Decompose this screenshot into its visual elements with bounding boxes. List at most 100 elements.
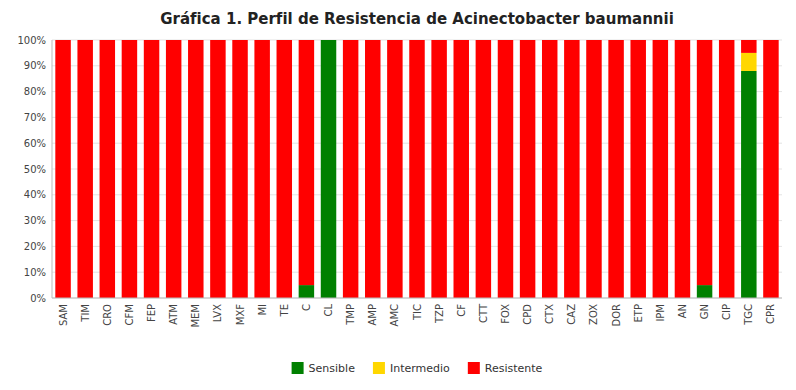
- y-tick-label: 100%: [17, 35, 46, 46]
- x-tick-label: CPR: [765, 304, 776, 324]
- x-tick-label: TIM: [80, 304, 91, 323]
- chart: Gráfica 1. Perfil de Resistencia de Acin…: [0, 0, 796, 390]
- legend-label: Sensible: [309, 362, 356, 375]
- bar-segment: [697, 40, 712, 285]
- legend-item: Sensible: [292, 362, 356, 375]
- x-tick-label: TE: [279, 304, 290, 317]
- x-tick-label: CF: [456, 304, 467, 317]
- x-tick-label: TZP: [434, 304, 445, 324]
- y-tick-label: 90%: [24, 60, 46, 71]
- bar-segment: [630, 40, 645, 298]
- bar-segment: [188, 40, 203, 298]
- bar-segment: [299, 285, 314, 298]
- legend-swatch: [373, 362, 385, 374]
- bar-segment: [321, 40, 336, 298]
- y-tick-label: 10%: [24, 267, 46, 278]
- legend-label: Intermedio: [390, 362, 450, 375]
- y-tick-label: 40%: [24, 189, 46, 200]
- bar-segment: [476, 40, 491, 298]
- x-axis-line: [52, 298, 782, 299]
- x-tick-label: MXF: [235, 304, 246, 325]
- x-tick-label: FEP: [146, 304, 157, 322]
- x-tick-label: TGC: [743, 304, 754, 326]
- x-tick-label: CFM: [124, 304, 135, 325]
- legend-swatch: [292, 362, 304, 374]
- bar-segment: [166, 40, 181, 298]
- bar-segment: [210, 40, 225, 298]
- bar-segment: [321, 40, 336, 41]
- bar-segment: [719, 40, 734, 298]
- x-tick-label: CL: [323, 304, 334, 317]
- x-tick-label: TIC: [412, 304, 423, 321]
- x-tick-label: ETP: [633, 304, 644, 322]
- x-tick-label: CTX: [544, 304, 555, 324]
- bar-segment: [277, 40, 292, 298]
- bar-segment: [454, 40, 469, 298]
- y-tick-label: 30%: [24, 215, 46, 226]
- y-tick-label: 70%: [24, 112, 46, 123]
- bar-segment: [520, 40, 535, 298]
- bar-segment: [741, 40, 756, 53]
- x-tick-label: AMP: [367, 304, 378, 326]
- bar-segment: [343, 40, 358, 298]
- bar-segment: [763, 40, 778, 298]
- x-tick-label: DOR: [611, 304, 622, 327]
- y-tick-label: 50%: [24, 164, 46, 175]
- bar-segment: [498, 40, 513, 298]
- bar-segment: [741, 53, 756, 71]
- x-tick-label: CTT: [478, 303, 489, 323]
- bar-segment: [586, 40, 601, 298]
- bar-segment: [608, 40, 623, 298]
- y-tick-label: 20%: [24, 241, 46, 252]
- bar-segment: [77, 40, 92, 298]
- legend-label: Resistente: [485, 362, 543, 375]
- x-tick-label: GN: [699, 304, 710, 319]
- x-tick-label: ZOX: [588, 304, 599, 325]
- bar-segment: [55, 40, 70, 298]
- bar-segment: [144, 40, 159, 298]
- legend-item: Resistente: [468, 362, 543, 375]
- legend-swatch: [468, 362, 480, 374]
- x-tick-label: AN: [677, 304, 688, 318]
- bar-segment: [365, 40, 380, 298]
- y-tick-label: 60%: [24, 138, 46, 149]
- legend-item: Intermedio: [373, 362, 450, 375]
- legend: Sensible Intermedio Resistente: [292, 362, 543, 375]
- bar-segment: [387, 40, 402, 298]
- bar-segment: [542, 40, 557, 298]
- title: Gráfica 1. Perfil de Resistencia de Acin…: [160, 10, 674, 28]
- x-tick-label: AMC: [389, 304, 400, 326]
- bar-segment: [254, 40, 269, 298]
- bar-segment: [232, 40, 247, 298]
- grid: [52, 40, 782, 298]
- bar-segment: [100, 40, 115, 298]
- x-tick-label: IPM: [655, 304, 666, 322]
- bar-segment: [675, 40, 690, 298]
- x-tick-label: MEM: [190, 304, 201, 328]
- x-tick-label: LVX: [212, 304, 223, 322]
- x-tick-label: TMP: [345, 304, 356, 326]
- x-tick-label: CRO: [102, 304, 113, 326]
- bar-segment: [299, 40, 314, 285]
- grid-line: [52, 298, 782, 299]
- bars: [55, 40, 778, 298]
- x-tick-label: CIP: [721, 304, 732, 320]
- bar-segment: [122, 40, 137, 298]
- bar-segment: [697, 285, 712, 298]
- bar-segment: [431, 40, 446, 298]
- bar-segment: [653, 40, 668, 298]
- y-tick-label: 80%: [24, 86, 46, 97]
- bar-segment: [321, 40, 336, 41]
- x-tick-label: ATM: [168, 304, 179, 325]
- x-tick-label: MI: [257, 304, 268, 316]
- x-tick-label: C: [301, 304, 312, 311]
- bar-segment: [564, 40, 579, 298]
- y-tick-label: 0%: [30, 293, 46, 304]
- bar-segment: [409, 40, 424, 298]
- x-tick-label: SAM: [58, 304, 69, 326]
- x-tick-label: FOX: [500, 304, 511, 324]
- x-tick-label: CAZ: [566, 304, 577, 325]
- y-axis-line: [52, 40, 53, 298]
- x-tick-label: CPD: [522, 304, 533, 325]
- bar-segment: [741, 71, 756, 298]
